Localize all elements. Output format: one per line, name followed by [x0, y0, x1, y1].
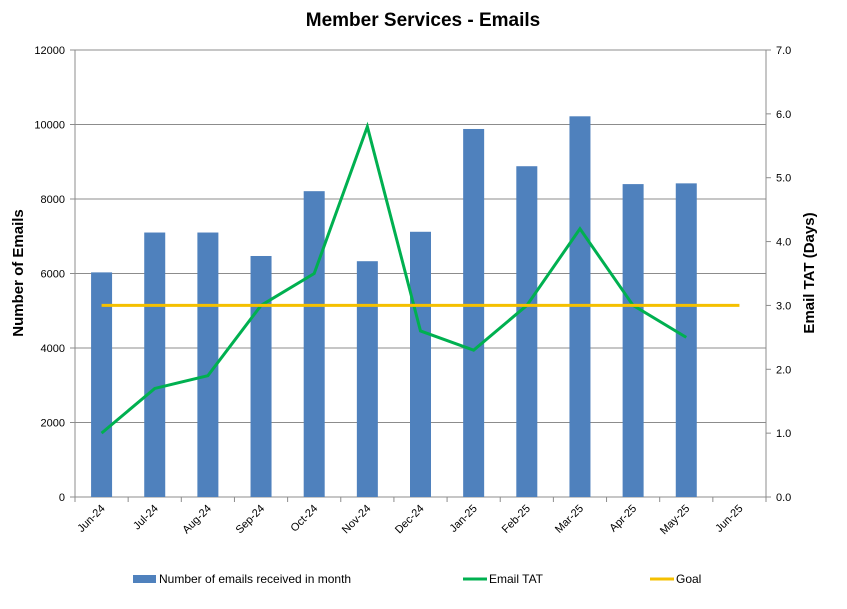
x-tick-label: Apr-25 — [607, 503, 639, 535]
x-tick-label: Oct-24 — [288, 503, 320, 535]
bar — [197, 232, 219, 497]
x-tick-label: Feb-25 — [500, 503, 533, 536]
bar — [463, 128, 485, 497]
bar — [675, 183, 697, 498]
x-tick-label: Jun-24 — [75, 503, 107, 535]
y2-tick-label: 7.0 — [776, 45, 791, 57]
y2-tick-label: 2.0 — [776, 364, 791, 376]
y-tick-label: 0 — [59, 492, 65, 504]
y-tick-label: 4000 — [41, 343, 65, 355]
x-tick-label: Aug-24 — [180, 503, 214, 537]
legend-swatch-bars — [133, 575, 156, 583]
y-tick-label: 6000 — [41, 269, 65, 281]
tat-line — [100, 121, 688, 435]
y2-tick-label: 5.0 — [776, 173, 791, 185]
chart-title: Member Services - Emails — [306, 10, 540, 31]
y-tick-label: 8000 — [41, 194, 65, 206]
bar — [410, 231, 431, 497]
x-tick-label: May-25 — [658, 503, 692, 537]
y2-tick-label: 4.0 — [776, 237, 791, 249]
y2-tick-label: 3.0 — [776, 300, 791, 312]
bar — [516, 166, 538, 497]
legend-label: Goal — [676, 572, 701, 586]
bar — [303, 191, 325, 498]
x-tick-label: Dec-24 — [393, 503, 427, 537]
bar — [356, 261, 378, 497]
x-tick-label: Jul-24 — [131, 503, 161, 533]
y-tick-label: 10000 — [34, 120, 65, 132]
y2-axis-title: Email TAT (Days) — [801, 212, 818, 333]
x-tick-label: Mar-25 — [553, 503, 586, 536]
bar — [91, 272, 113, 497]
legend: Number of emails received in month Email … — [133, 572, 701, 586]
x-tick-label: Sep-24 — [234, 503, 268, 537]
y-tick-label: 12000 — [34, 45, 65, 57]
y2-tick-label: 1.0 — [776, 428, 791, 440]
y-axis-title: Number of Emails — [10, 209, 27, 337]
plot-area: 0 2000 4000 6000 8000 10000 12000 0.0 1.0 2.0 3.0 4… — [34, 45, 791, 537]
y-tick-label: 2000 — [41, 418, 65, 430]
bar — [622, 184, 644, 497]
y2-tick-label: 6.0 — [776, 109, 791, 121]
x-tick-label: Nov-24 — [340, 503, 374, 537]
bar — [144, 232, 166, 497]
legend-label: Number of emails received in month — [159, 572, 351, 586]
bar — [250, 255, 272, 497]
x-tick-label: Jan-25 — [448, 503, 480, 535]
x-tick-label: Jun-25 — [713, 503, 745, 535]
y2-tick-label: 0.0 — [776, 492, 791, 504]
legend-label: Email TAT — [489, 572, 544, 586]
